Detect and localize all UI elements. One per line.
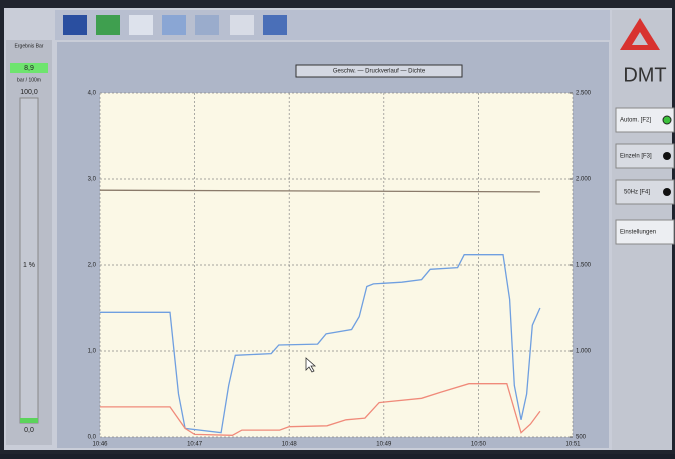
y2-tick-label: 1.000 — [576, 349, 592, 355]
legend-text: Geschw. — Druckverlauf — Dichte — [333, 69, 426, 75]
y-tick-label: 3,0 — [88, 177, 97, 183]
x-tick-label: 10:51 — [565, 442, 581, 448]
x-tick-label: 10:49 — [376, 442, 392, 448]
scale-bottom: 0,0 — [24, 427, 34, 434]
y2-tick-label: 2.500 — [576, 91, 592, 97]
x-tick-label: 10:47 — [187, 442, 203, 448]
x-tick-label: 10:46 — [92, 442, 108, 448]
y2-tick-label: 1.500 — [576, 263, 592, 269]
screen: Ergebnis Bar 8,9 bar / 100m 100,0 1 % 0,… — [0, 0, 675, 454]
tool-icon[interactable] — [96, 15, 120, 35]
scale-mid: 1 % — [23, 262, 35, 269]
tool-icon[interactable] — [230, 15, 254, 35]
y-tick-label: 1,0 — [88, 349, 97, 355]
toolbar-icons[interactable] — [63, 15, 287, 35]
tool-icon[interactable] — [129, 15, 153, 35]
tool-icon[interactable] — [263, 15, 287, 35]
indicator — [663, 116, 671, 124]
y-tick-label: 2,0 — [88, 263, 97, 269]
button-label[interactable]: Autom. [F2] — [620, 118, 651, 124]
left-header: Ergebnis Bar — [15, 43, 44, 49]
y2-tick-label: 500 — [576, 435, 587, 441]
button-label[interactable]: 50Hz [F4] — [624, 190, 650, 196]
tool-icon[interactable] — [195, 15, 219, 35]
x-tick-label: 10:50 — [471, 442, 487, 448]
y-tick-label: 4,0 — [88, 91, 97, 97]
logo-text: DMT — [623, 64, 666, 86]
indicator — [663, 152, 671, 160]
gauge-fill — [20, 418, 38, 423]
x-tick-label: 10:48 — [282, 442, 298, 448]
gauge — [20, 98, 38, 423]
button-label[interactable]: Einstellungen — [620, 230, 656, 236]
scale-top: 100,0 — [20, 89, 38, 96]
button-label[interactable]: Einzeln [F3] — [620, 154, 652, 160]
indicator — [663, 188, 671, 196]
y-tick-label: 0,0 — [88, 435, 97, 441]
left-value: 8,9 — [24, 65, 34, 72]
tool-icon[interactable] — [162, 15, 186, 35]
tool-icon[interactable] — [63, 15, 87, 35]
y2-tick-label: 2.000 — [576, 177, 592, 183]
left-unit: bar / 100m — [17, 77, 41, 83]
